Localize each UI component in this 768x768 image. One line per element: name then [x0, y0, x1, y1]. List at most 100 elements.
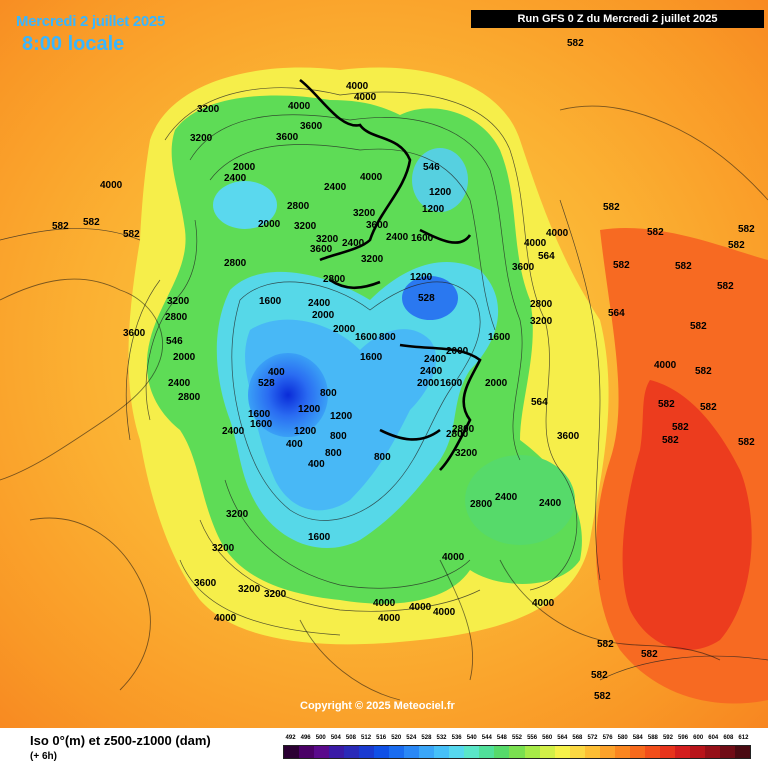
- contour-label: 800: [374, 452, 391, 463]
- legend-tick: 536: [451, 735, 462, 741]
- contour-label: 1600: [355, 332, 378, 343]
- legend-tick: 556: [527, 735, 538, 741]
- legend-tick: 568: [572, 735, 583, 741]
- legend-tick: 544: [481, 735, 492, 741]
- contour-label: 582: [603, 202, 620, 213]
- contour-label: 582: [123, 229, 140, 240]
- contour-label: 582: [738, 224, 755, 235]
- legend-swatch: [449, 746, 465, 758]
- contour-label: 3600: [310, 244, 333, 255]
- legend-swatch: [359, 746, 375, 758]
- legend-swatch: [299, 746, 315, 758]
- contour-label: 1200: [330, 411, 353, 422]
- contour-label: 4000: [288, 101, 311, 112]
- contour-label: 582: [641, 649, 658, 660]
- contour-label: 528: [258, 378, 275, 389]
- contour-label: 1600: [488, 332, 511, 343]
- contour-label: 582: [83, 217, 100, 228]
- contour-label: 2400: [308, 298, 331, 309]
- legend-swatch: [614, 746, 630, 758]
- contour-label: 3200: [361, 254, 384, 265]
- contour-label: 1600: [440, 378, 463, 389]
- contour-label: 582: [690, 321, 707, 332]
- cyan-blob-west: [213, 181, 277, 229]
- contour-label: 4000: [524, 238, 547, 249]
- contour-label: 3200: [264, 589, 287, 600]
- contour-label: 1600: [308, 532, 331, 543]
- very-hot-region-asia: [622, 380, 752, 650]
- legend-tick: 612: [738, 735, 749, 741]
- contour-label: 2400: [342, 238, 365, 249]
- legend-swatch: [584, 746, 600, 758]
- legend-tick: 572: [587, 735, 598, 741]
- forecast-map: Mercredi 2 juillet 2025 8:00 locale Run …: [0, 0, 768, 728]
- legend-swatch: [704, 746, 720, 758]
- legend-swatch: [629, 746, 645, 758]
- legend-tick: 584: [632, 735, 643, 741]
- forecast-date: Mercredi 2 juillet 2025: [16, 13, 166, 30]
- legend-tick: 496: [300, 735, 311, 741]
- contour-label: 2800: [287, 201, 310, 212]
- chart-title: Iso 0°(m) et z500-z1000 (dam): [30, 733, 211, 748]
- legend-tick: 528: [421, 735, 432, 741]
- contour-label: 2800: [165, 312, 188, 323]
- contour-label: 582: [738, 437, 755, 448]
- contour-label: 2800: [470, 499, 493, 510]
- legend-swatch: [524, 746, 540, 758]
- contour-label: 2800: [530, 299, 553, 310]
- contour-label: 3600: [194, 578, 217, 589]
- forecast-local-time: 8:00 locale: [22, 33, 125, 55]
- contour-label: 800: [320, 388, 337, 399]
- legend-swatch: [569, 746, 585, 758]
- contour-label: 582: [613, 260, 630, 271]
- contour-label: 3200: [294, 221, 317, 232]
- legend-swatch: [674, 746, 690, 758]
- legend-tick: 600: [693, 735, 704, 741]
- contour-label: 2400: [495, 492, 518, 503]
- contour-label: 582: [695, 366, 712, 377]
- contour-lines: [0, 87, 768, 681]
- contour-label: 3600: [300, 121, 323, 132]
- coastlines: [0, 105, 768, 701]
- legend-swatch: [719, 746, 735, 758]
- contour-label: 2800: [446, 429, 469, 440]
- legend-tick: 576: [602, 735, 613, 741]
- contour-label: 582: [52, 221, 69, 232]
- legend-swatch: [284, 746, 300, 758]
- contour-label: 582: [662, 435, 679, 446]
- contour-label: 2000: [417, 378, 440, 389]
- legend-tick: 564: [557, 735, 568, 741]
- legend-swatch: [734, 746, 750, 758]
- contour-label: 1200: [422, 204, 445, 215]
- contour-label: 3200: [455, 448, 478, 459]
- cold-core-secondary: [402, 276, 458, 320]
- contour-label: 564: [608, 308, 625, 319]
- contour-label: 2400: [424, 354, 447, 365]
- legend-swatch: [644, 746, 660, 758]
- contour-label: 800: [379, 332, 396, 343]
- contour-label: 4000: [100, 180, 123, 191]
- forecast-lead-time: (+ 6h): [30, 751, 57, 762]
- contour-label: 3600: [123, 328, 146, 339]
- contour-label: 582: [700, 402, 717, 413]
- legend-tick: 604: [708, 735, 719, 741]
- contour-label: 2800: [452, 424, 475, 435]
- legend-swatch: [554, 746, 570, 758]
- contour-label: 4000: [360, 172, 383, 183]
- legend-tick: 552: [511, 735, 523, 741]
- contour-label: 3200: [353, 208, 376, 219]
- legend-tick: 504: [330, 735, 341, 741]
- legend-tick: 520: [391, 735, 402, 741]
- contour-label: 582: [717, 281, 734, 292]
- contour-label: 2800: [323, 274, 346, 285]
- contour-label: 582: [647, 227, 664, 238]
- contour-label: 1200: [294, 426, 317, 437]
- legend-swatch: [374, 746, 390, 758]
- contour-label: 564: [538, 251, 555, 262]
- copyright-notice: Copyright © 2025 Meteociel.fr: [300, 700, 455, 712]
- contour-label: 1200: [298, 404, 321, 415]
- contour-label: 3200: [167, 296, 190, 307]
- legend-tick: 560: [542, 735, 553, 741]
- contour-label: 1600: [360, 352, 383, 363]
- legend-swatch: [494, 746, 510, 758]
